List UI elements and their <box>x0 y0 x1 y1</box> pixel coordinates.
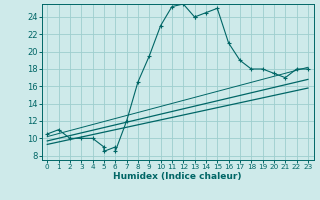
X-axis label: Humidex (Indice chaleur): Humidex (Indice chaleur) <box>113 172 242 181</box>
